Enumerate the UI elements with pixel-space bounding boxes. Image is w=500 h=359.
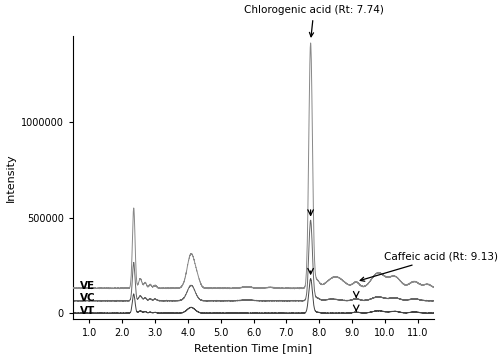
Text: VE: VE <box>80 281 94 291</box>
Text: VC: VC <box>80 293 95 303</box>
X-axis label: Retention Time [min]: Retention Time [min] <box>194 344 312 354</box>
Y-axis label: Intensity: Intensity <box>6 153 16 202</box>
Text: Chlorogenic acid (Rt: 7.74): Chlorogenic acid (Rt: 7.74) <box>244 5 384 37</box>
Text: VT: VT <box>80 306 95 316</box>
Text: Caffeic acid (Rt: 9.13): Caffeic acid (Rt: 9.13) <box>360 252 498 281</box>
